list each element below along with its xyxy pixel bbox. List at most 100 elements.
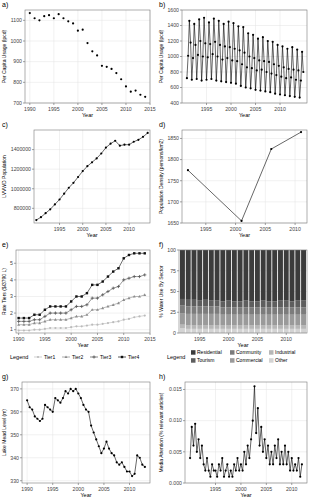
point [22,320,25,323]
point [144,252,146,254]
x-axis-label: Year [239,112,250,118]
point [17,323,20,326]
tick-label: 700 [13,100,22,106]
point [254,89,256,91]
marks [187,131,302,222]
tick-label: 1995 [39,336,51,342]
point [235,469,237,471]
point [64,311,67,314]
tick-label: 2015 [144,106,156,112]
point [247,444,249,446]
point [48,14,50,16]
point [250,87,252,89]
point [128,254,130,256]
legend: LegendResidentialTourismCommunityCommerc… [167,349,295,363]
point [75,388,77,390]
bar [186,250,191,300]
point [62,397,64,399]
point [103,447,105,449]
tick-label: 1000000 [11,186,31,192]
point [272,41,274,43]
tick-label: 2010 [289,226,301,232]
point [136,454,138,456]
bar [192,326,197,329]
plot-frame [16,250,150,333]
grid-line [291,382,292,483]
x-axis-label: Year [239,232,250,238]
tick-label: 370 [10,386,19,392]
tick-label: 2010 [286,486,298,492]
bar [203,326,208,329]
point [265,71,267,73]
point [86,324,88,326]
point [264,90,266,92]
point [34,415,36,417]
grid-line [16,279,150,280]
plot-frame [185,382,307,483]
point [102,280,104,282]
bar [255,307,260,314]
bar [290,315,295,326]
point [138,315,140,317]
point [117,267,119,269]
point [96,308,99,311]
point [218,463,220,465]
bar [192,250,197,300]
bar [272,250,277,301]
point [134,90,136,92]
grid-line [25,41,150,42]
tick-label: 1600 [167,7,179,13]
point [128,470,130,472]
bar [180,328,185,333]
point [205,79,207,81]
tick-label: 1400000 [11,146,31,152]
point [80,295,82,297]
legend-marker [37,356,39,358]
point [280,76,282,78]
point [39,329,41,331]
plot-background [25,10,150,103]
point [115,72,117,74]
bar [249,301,254,307]
tick-label: 1 [10,326,13,332]
point [267,444,269,446]
point [199,457,201,459]
point [299,476,301,478]
point [101,293,104,296]
bar [290,250,295,301]
series-line [19,275,145,321]
bar [209,329,214,333]
point [70,388,72,390]
point [72,22,74,24]
point [43,15,45,17]
bar [226,307,231,314]
bar [180,313,185,325]
bar [249,250,254,301]
bar [220,301,225,307]
tick-label: 340 [10,455,19,461]
legend-label: Residential [197,349,222,355]
bar [180,250,185,299]
point [112,270,114,272]
bar [215,314,220,326]
legend-swatch [191,358,196,363]
bar [232,250,237,301]
tick-label: 400 [170,100,179,106]
point [82,170,84,172]
tick-label: 1995 [210,486,222,492]
grid-line [123,250,124,333]
tick-mark [183,451,185,452]
point [33,329,35,331]
bar [295,326,300,329]
point [253,57,255,59]
point [283,66,285,68]
point [216,55,218,57]
grid-line [215,382,216,483]
point [85,408,87,410]
point [229,46,231,48]
bar [192,306,197,313]
point [216,476,218,478]
point [139,457,141,459]
grid-line [27,382,28,483]
bar [220,326,225,329]
